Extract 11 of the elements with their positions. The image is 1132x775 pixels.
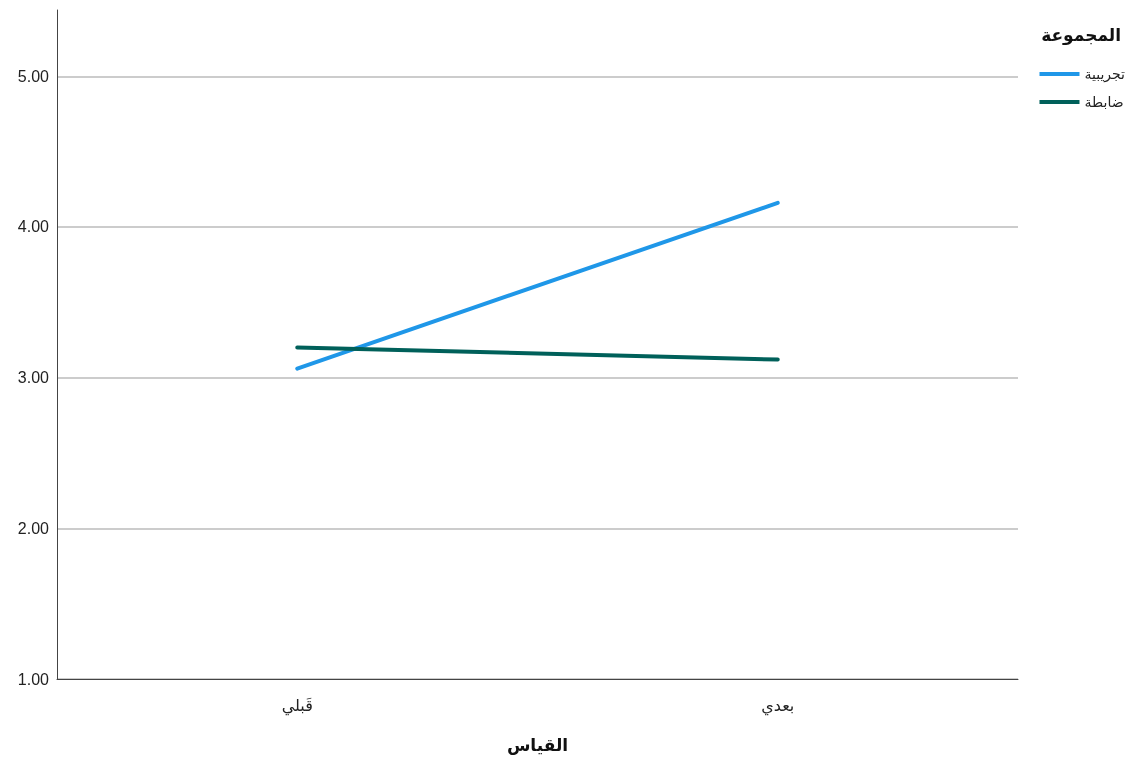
y-tick-label: 3.00 — [17, 369, 50, 387]
x-tick-label: بعدي — [761, 696, 795, 716]
legend-title: المجموعة — [1041, 26, 1122, 46]
legend-label: تجريبية — [1084, 66, 1126, 83]
y-tick-label: 4.00 — [17, 218, 50, 236]
legend-label: ضابطة — [1084, 94, 1124, 110]
y-tick-label: 1.00 — [17, 670, 50, 688]
x-axis-title: القياس — [506, 736, 569, 755]
x-tick-label: قَبلي — [281, 696, 313, 716]
y-tick-label: 5.00 — [17, 67, 50, 85]
y-tick-label: 2.00 — [17, 519, 50, 537]
